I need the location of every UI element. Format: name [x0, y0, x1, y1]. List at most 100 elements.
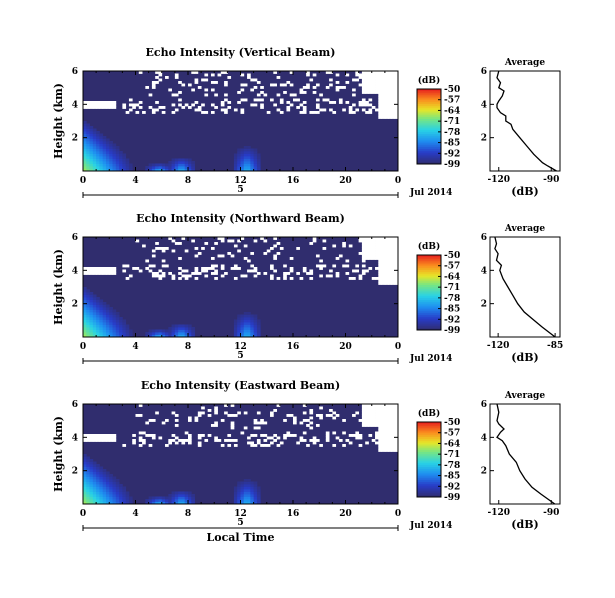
colorbar-segment [417, 446, 441, 449]
colorbar-segment [417, 468, 441, 472]
colorbar-segment [417, 288, 441, 292]
y-tick-label: 4 [72, 266, 78, 276]
heatmap [83, 237, 398, 337]
y-tick-label: 2 [72, 134, 78, 144]
average-x-tick-label: -90 [543, 175, 559, 185]
colorbar-segment [417, 281, 441, 284]
colorbar-segment [417, 301, 441, 305]
colorbar-unit: (dB) [418, 241, 440, 252]
colorbar-segment [417, 145, 441, 148]
colorbar-segment [417, 292, 441, 295]
colorbar-unit: (dB) [418, 408, 440, 419]
colorbar-tick-label: -92 [444, 315, 460, 325]
colorbar-segment [417, 96, 441, 99]
colorbar-tick-label: -57 [444, 96, 460, 106]
colorbar-segment [417, 431, 441, 434]
colorbar-segment [417, 422, 441, 425]
colorbar-segment [417, 472, 441, 475]
average-x-tick-label: -85 [547, 341, 563, 351]
x-tick-label: 0 [395, 342, 401, 352]
colorbar-segment [417, 296, 441, 299]
colorbar-tick-label: -50 [444, 85, 460, 95]
colorbar-tick-label: -71 [444, 117, 460, 127]
colorbar-segment [417, 156, 441, 159]
colorbar-segment [417, 286, 441, 290]
average-profile-line [496, 403, 556, 505]
average-y-tick-label: 6 [481, 67, 487, 77]
average-y-tick-label: 2 [481, 300, 487, 310]
average-x-label: (dB) [511, 518, 538, 531]
colorbar-segment [417, 283, 441, 286]
average-profile-line [496, 70, 557, 172]
colorbar-segment [417, 154, 441, 157]
x-tick-label: 20 [339, 176, 352, 186]
colorbar-segment [417, 105, 441, 109]
x-tick-label: 8 [185, 342, 191, 352]
colorbar-segment [417, 89, 441, 92]
y-axis-label: Height (km) [52, 83, 65, 159]
colorbar-segment [417, 322, 441, 325]
date-label: Jul 2014 [409, 521, 452, 531]
average-x-label: (dB) [511, 185, 538, 198]
colorbar-segment [417, 117, 441, 120]
date-tick-label: 5 [237, 351, 243, 361]
colorbar-segment [417, 109, 441, 112]
colorbar-segment [417, 491, 441, 494]
colorbar-segment [417, 262, 441, 265]
colorbar-segment [417, 467, 441, 470]
colorbar-segment [417, 135, 441, 139]
colorbar-segment [417, 437, 441, 440]
colorbar-segment [417, 98, 441, 101]
colorbar-segment [417, 120, 441, 124]
colorbar-segment [417, 126, 441, 129]
colorbar-tick-label: -99 [444, 160, 460, 170]
colorbar-tick-label: -50 [444, 418, 460, 428]
colorbar-segment [417, 132, 441, 135]
x-tick-label: 0 [80, 509, 86, 519]
colorbar-segment [417, 316, 441, 320]
colorbar-unit: (dB) [418, 75, 440, 86]
colorbar-segment [417, 461, 441, 464]
colorbar-segment [417, 320, 441, 323]
date-label: Jul 2014 [409, 188, 452, 198]
colorbar-segment [417, 311, 441, 314]
x-tick-label: 20 [339, 509, 352, 519]
colorbar-segment [417, 313, 441, 316]
panel-2: Echo Intensity (Eastward Beam) 0 4 8 12 16 20 0… [52, 379, 561, 544]
colorbar-segment [417, 147, 441, 150]
colorbar-segment [417, 450, 441, 453]
colorbar-tick-label: -78 [444, 461, 460, 471]
x-tick-label: 0 [395, 509, 401, 519]
y-tick-label: 2 [72, 300, 78, 310]
average-x-label: (dB) [511, 351, 538, 364]
x-tick-label: 8 [185, 509, 191, 519]
x-tick-label: 20 [339, 342, 352, 352]
colorbar-frame [416, 421, 442, 498]
panel-1: Echo Intensity (Northward Beam)0 4 8 12 16 20… [52, 212, 563, 364]
colorbar-segment [417, 273, 441, 277]
colorbar-tick-label: -85 [444, 305, 460, 315]
average-x-tick-label: -120 [487, 508, 510, 518]
colorbar-segment [417, 455, 441, 459]
colorbar-segment [417, 152, 441, 156]
colorbar-segment [417, 294, 441, 297]
colorbar-segment [417, 258, 441, 262]
date-tick-label: 5 [237, 185, 243, 195]
x-tick-label: 16 [287, 342, 300, 352]
colorbar-tick-label: -78 [444, 294, 460, 304]
colorbar-tick-label: -99 [444, 326, 460, 336]
average-frame [489, 236, 561, 338]
colorbar-segment [417, 113, 441, 116]
colorbar-segment [417, 495, 441, 498]
average-y-tick-label: 6 [481, 233, 487, 243]
colorbar-segment [417, 448, 441, 451]
colorbar-tick-label: -71 [444, 283, 460, 293]
average-frame [489, 403, 561, 505]
colorbar-segment [417, 122, 441, 126]
colorbar-segment [417, 279, 441, 282]
y-tick-label: 4 [72, 100, 78, 110]
average-title: Average [504, 224, 545, 234]
colorbar-segment [417, 111, 441, 114]
colorbar-segment [417, 326, 441, 329]
